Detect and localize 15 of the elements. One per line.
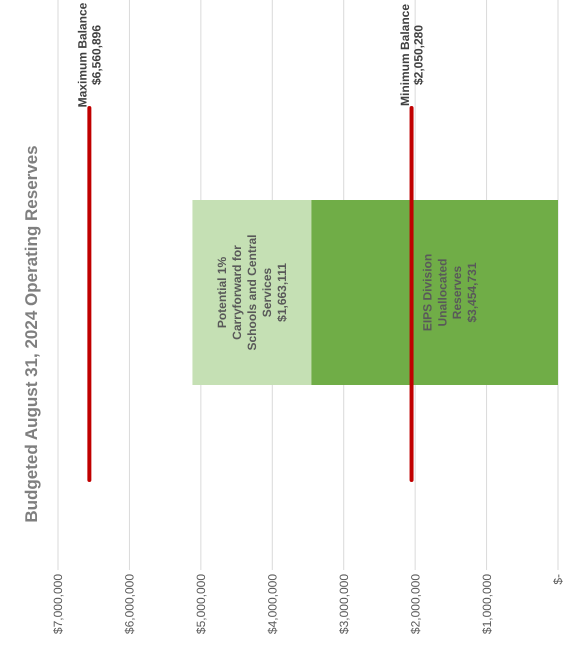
- x-tick-label: $1,000,000: [480, 574, 494, 634]
- x-tick-label: $6,000,000: [122, 574, 137, 634]
- x-tick-label: $4,000,000: [265, 574, 280, 634]
- x-tick-label: $7,000,000: [51, 574, 66, 634]
- text: Budgeted August 31, 2024 Operating Reserves: [22, 145, 41, 523]
- x-tick-label: $5,000,000: [194, 574, 208, 634]
- series-label: Potential 1% Carryforward for Schools and Central Services: [215, 234, 274, 351]
- x-tick-label: $2,000,000: [408, 574, 422, 634]
- data-label: $3,454,731: [465, 262, 480, 323]
- ref-line-label: Minimum Balance $2,050,280: [398, 4, 426, 106]
- data-label: $1,663,111: [275, 262, 290, 322]
- ref-line-label: Maximum Balance $6,560,896: [76, 2, 104, 108]
- series-label: EIPS Division Unallocated Reserves: [420, 254, 464, 332]
- x-tick-label: $3,000,000: [336, 574, 351, 634]
- x-tick-label: $-: [551, 574, 566, 585]
